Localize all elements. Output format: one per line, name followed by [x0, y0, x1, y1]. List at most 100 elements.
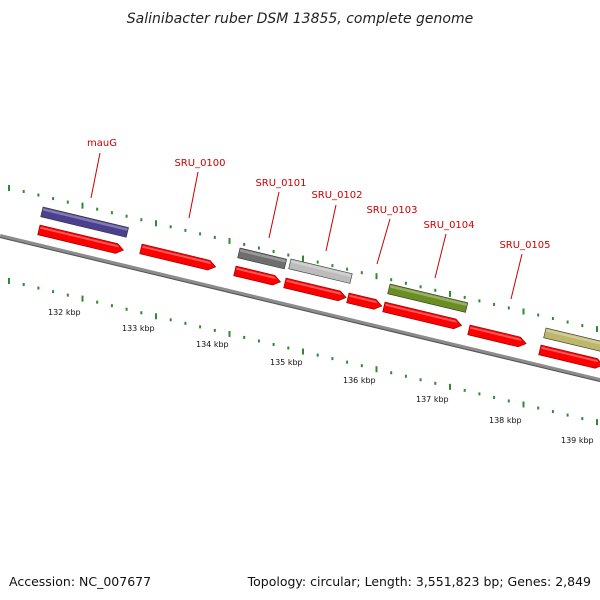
cds-arrow	[346, 292, 383, 310]
lower-dot	[140, 311, 143, 315]
leader-line	[325, 204, 337, 252]
lower-dot	[243, 335, 246, 339]
leader-line	[434, 233, 447, 279]
cds-arrow	[233, 265, 282, 286]
lower-dot	[551, 410, 554, 414]
upper-dot	[125, 214, 128, 218]
lower-dot	[228, 330, 231, 337]
upper-dot	[419, 285, 422, 289]
gene-labels: mauG SRU_0100 SRU_0101 SRU_0102 SRU_0103 SRU_…	[87, 138, 551, 251]
lower-dot	[346, 360, 349, 364]
scale-label: 132 kbp	[48, 308, 81, 317]
upper-dot	[522, 308, 525, 315]
lower-dot	[272, 343, 275, 347]
cds-arrow	[382, 301, 463, 330]
feature-track	[40, 206, 600, 353]
upper-dot	[581, 324, 584, 328]
upper-dot	[66, 200, 69, 204]
upper-dot	[81, 202, 84, 209]
cds-arrow	[283, 277, 347, 302]
scale-label: 134 kbp	[196, 340, 229, 349]
upper-dot	[434, 288, 437, 292]
upper-dot-track	[8, 185, 598, 333]
upper-dot	[507, 306, 510, 310]
upper-dot	[8, 185, 10, 191]
upper-dot	[257, 246, 260, 250]
scale-label: 136 kbp	[343, 376, 376, 385]
lower-dot	[360, 364, 363, 368]
upper-dot	[331, 264, 334, 268]
upper-dot	[360, 271, 363, 275]
lower-dot	[302, 348, 304, 355]
lower-dot	[81, 295, 84, 302]
upper-dot	[37, 193, 40, 197]
gene-feature	[237, 247, 288, 270]
upper-dot	[213, 235, 216, 239]
genome-backbone	[0, 234, 600, 382]
lower-dot	[331, 357, 334, 361]
upper-dot	[390, 278, 393, 282]
lower-dot	[199, 325, 202, 329]
lower-dot	[125, 307, 128, 311]
leader-line	[376, 218, 391, 265]
gene-label: SRU_0102	[311, 190, 362, 201]
upper-dot	[184, 228, 187, 232]
upper-dot	[404, 281, 407, 285]
scale-label: 139 kbp	[561, 436, 594, 445]
lower-dot	[493, 395, 496, 399]
lower-dot	[8, 278, 10, 284]
gene-label: mauG	[87, 138, 117, 149]
lower-dot-track	[8, 278, 598, 426]
lower-dot	[463, 388, 466, 392]
scale-labels: 132 kbp 133 kbp 134 kbp 135 kbp 136 kbp 137 k…	[48, 308, 594, 445]
upper-dot	[596, 326, 598, 333]
gene-label: SRU_0100	[174, 158, 225, 169]
upper-dot	[375, 273, 378, 280]
upper-dot	[228, 237, 231, 244]
lower-dot	[257, 339, 260, 343]
upper-dot	[478, 299, 481, 303]
map-title: Salinibacter ruber DSM 13855, complete g…	[127, 11, 473, 27]
lower-dot	[213, 328, 216, 332]
cds-arrow	[467, 324, 527, 348]
upper-dot	[302, 255, 304, 262]
upper-dot	[566, 320, 569, 324]
lower-dot	[478, 392, 481, 396]
lower-dot	[434, 381, 437, 385]
upper-dot	[140, 218, 143, 222]
leader-lines	[90, 152, 523, 300]
gene-feature	[288, 258, 353, 284]
genome-summary-text: Topology: circular; Length: 3,551,823 bp…	[247, 574, 591, 589]
lower-dot	[581, 417, 584, 421]
leader-line	[510, 253, 523, 300]
gene-label: SRU_0104	[423, 220, 474, 231]
lower-dot	[507, 399, 510, 403]
lower-dot	[537, 406, 540, 410]
accession-text: Accession: NC_007677	[9, 574, 151, 589]
lower-dot	[449, 383, 451, 390]
gene-feature	[543, 327, 600, 353]
lower-dot	[155, 313, 157, 320]
upper-dot	[96, 207, 99, 211]
cds-track	[37, 224, 600, 369]
genome-backbone-shade	[0, 237, 600, 382]
gene-feature	[387, 283, 469, 313]
cds-arrow	[139, 243, 217, 271]
gene-label: SRU_0101	[255, 178, 306, 189]
scale-label: 138 kbp	[489, 416, 522, 425]
upper-dot	[463, 295, 466, 299]
upper-dot	[243, 242, 246, 246]
lower-dot	[596, 419, 598, 426]
lower-dot	[404, 374, 407, 378]
lower-dot	[184, 321, 187, 325]
leader-line	[268, 191, 280, 239]
lower-dot	[52, 290, 55, 294]
cds-arrow	[37, 224, 124, 254]
lower-dot	[110, 304, 113, 308]
lower-dot	[390, 371, 393, 375]
upper-dot	[346, 267, 349, 271]
upper-dot	[155, 220, 157, 227]
upper-dot	[537, 313, 540, 317]
gene-feature	[40, 206, 129, 238]
